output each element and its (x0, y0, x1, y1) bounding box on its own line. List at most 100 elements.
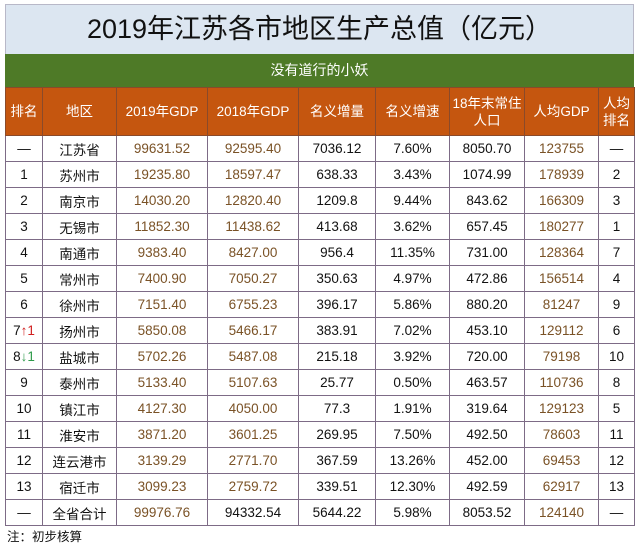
cell-rank: 2 (5, 187, 43, 214)
header-rank: 排名 (5, 87, 43, 136)
cell-per-capita-rank: 10 (598, 343, 635, 370)
table-row: 9 泰州市 5133.40 5107.63 25.77 0.50% 463.57 110736… (5, 369, 635, 396)
cell-per-capita-rank: 9 (598, 291, 635, 318)
cell-gdp-2019: 3099.23 (116, 473, 208, 500)
cell-per-capita-rank: 8 (598, 369, 635, 396)
cell-gdp-2018: 2759.72 (207, 473, 299, 500)
cell-rank: 6 (5, 291, 43, 318)
cell-nominal-increase: 1209.8 (298, 187, 376, 214)
header-per-capita-gdp: 人均GDP (524, 87, 599, 136)
gdp-table-figure: 2019年江苏各市地区生产总值（亿元） 没有道行的小妖 排名 地区 2019年GDP… (5, 4, 635, 548)
cell-region: 常州市 (42, 265, 117, 292)
cell-per-capita-gdp: 128364 (524, 239, 599, 266)
cell-per-capita-gdp: 129112 (524, 317, 599, 344)
cell-nominal-increase: 413.68 (298, 213, 376, 240)
cell-per-capita-rank: 13 (598, 473, 635, 500)
cell-population: 720.00 (449, 343, 525, 370)
cell-population: 8053.52 (449, 499, 525, 526)
cell-region: 镇江市 (42, 395, 117, 422)
cell-gdp-2019: 3871.20 (116, 421, 208, 448)
cell-population: 492.50 (449, 421, 525, 448)
table-row: 3 无锡市 11852.30 11438.62 413.68 3.62% 657.45 180… (5, 213, 635, 240)
cell-gdp-2018: 6755.23 (207, 291, 299, 318)
cell-region: 南京市 (42, 187, 117, 214)
cell-nominal-growth: 5.86% (375, 291, 450, 318)
cell-nominal-increase: 956.4 (298, 239, 376, 266)
cell-nominal-growth: 3.62% (375, 213, 450, 240)
table-row: 2 南京市 14030.20 12820.40 1209.8 9.44% 843.62 166… (5, 187, 635, 214)
cell-region: 扬州市 (42, 317, 117, 344)
cell-gdp-2019: 5133.40 (116, 369, 208, 396)
cell-per-capita-rank: 3 (598, 187, 635, 214)
cell-nominal-growth: 12.30% (375, 473, 450, 500)
cell-region: 无锡市 (42, 213, 117, 240)
cell-gdp-2018: 5487.08 (207, 343, 299, 370)
cell-rank: 13 (5, 473, 43, 500)
cell-gdp-2018: 11438.62 (207, 213, 299, 240)
cell-per-capita-rank: 6 (598, 317, 635, 344)
header-gdp-2019: 2019年GDP (116, 87, 208, 136)
cell-per-capita-gdp: 166309 (524, 187, 599, 214)
cell-region: 江苏省 (42, 135, 117, 162)
cell-per-capita-rank: 2 (598, 161, 635, 188)
cell-nominal-growth: 0.50% (375, 369, 450, 396)
page-title: 2019年江苏各市地区生产总值（亿元） (5, 4, 634, 54)
cell-nominal-growth: 1.91% (375, 395, 450, 422)
cell-per-capita-rank: 11 (598, 421, 635, 448)
table-row: 13 宿迁市 3099.23 2759.72 339.51 12.30% 492.59 629… (5, 473, 635, 500)
cell-nominal-increase: 383.91 (298, 317, 376, 344)
cell-population: 492.59 (449, 473, 525, 500)
cell-gdp-2018: 12820.40 (207, 187, 299, 214)
cell-region: 盐城市 (42, 343, 117, 370)
cell-rank: 7↑1 (5, 317, 43, 344)
table-row: 5 常州市 7400.90 7050.27 350.63 4.97% 472.86 15651… (5, 265, 635, 292)
table-row: 11 淮安市 3871.20 3601.25 269.95 7.50% 492.50 7860… (5, 421, 635, 448)
cell-nominal-growth: 7.60% (375, 135, 450, 162)
cell-per-capita-rank: 4 (598, 265, 635, 292)
cell-gdp-2019: 99976.76 (116, 499, 208, 526)
cell-per-capita-rank: — (598, 135, 635, 162)
cell-nominal-increase: 269.95 (298, 421, 376, 448)
cell-nominal-increase: 7036.12 (298, 135, 376, 162)
cell-per-capita-gdp: 62917 (524, 473, 599, 500)
cell-per-capita-gdp: 129123 (524, 395, 599, 422)
table-row: 8↓1 盐城市 5702.26 5487.08 215.18 3.92% 720.00 791… (5, 343, 635, 370)
cell-gdp-2018: 5466.17 (207, 317, 299, 344)
cell-nominal-increase: 77.3 (298, 395, 376, 422)
table-row: 7↑1 扬州市 5850.08 5466.17 383.91 7.02% 453.10 129… (5, 317, 635, 344)
cell-region: 连云港市 (42, 447, 117, 474)
cell-per-capita-rank: 12 (598, 447, 635, 474)
cell-per-capita-gdp: 180277 (524, 213, 599, 240)
header-nominal-growth: 名义增速 (375, 87, 450, 136)
cell-gdp-2019: 7151.40 (116, 291, 208, 318)
table-row: 10 镇江市 4127.30 4050.00 77.3 1.91% 319.64 129123… (5, 395, 635, 422)
cell-region: 徐州市 (42, 291, 117, 318)
cell-region: 南通市 (42, 239, 117, 266)
header-gdp-2018: 2018年GDP (207, 87, 299, 136)
cell-gdp-2019: 14030.20 (116, 187, 208, 214)
cell-gdp-2019: 9383.40 (116, 239, 208, 266)
cell-nominal-increase: 339.51 (298, 473, 376, 500)
cell-gdp-2018: 92595.40 (207, 135, 299, 162)
cell-region: 淮安市 (42, 421, 117, 448)
cell-gdp-2018: 7050.27 (207, 265, 299, 292)
cell-nominal-growth: 13.26% (375, 447, 450, 474)
cell-gdp-2018: 18597.47 (207, 161, 299, 188)
cell-population: 453.10 (449, 317, 525, 344)
rank-value: 8 (13, 349, 21, 364)
cell-gdp-2018: 4050.00 (207, 395, 299, 422)
table-row: 4 南通市 9383.40 8427.00 956.4 11.35% 731.00 12836… (5, 239, 635, 266)
cell-nominal-growth: 3.92% (375, 343, 450, 370)
header-population: 18年末常住人口 (449, 87, 525, 136)
header-region: 地区 (42, 87, 117, 136)
table-row: 6 徐州市 7151.40 6755.23 396.17 5.86% 880.20 81247… (5, 291, 635, 318)
cell-population: 463.57 (449, 369, 525, 396)
cell-nominal-growth: 9.44% (375, 187, 450, 214)
cell-per-capita-rank: 1 (598, 213, 635, 240)
cell-rank: — (5, 499, 43, 526)
rank-value: 7 (13, 323, 21, 338)
cell-gdp-2019: 7400.90 (116, 265, 208, 292)
cell-nominal-increase: 25.77 (298, 369, 376, 396)
gdp-table: 排名 地区 2019年GDP 2018年GDP 名义增量 名义增速 18年末常住人口 人均GD… (5, 87, 635, 526)
cell-rank: 11 (5, 421, 43, 448)
